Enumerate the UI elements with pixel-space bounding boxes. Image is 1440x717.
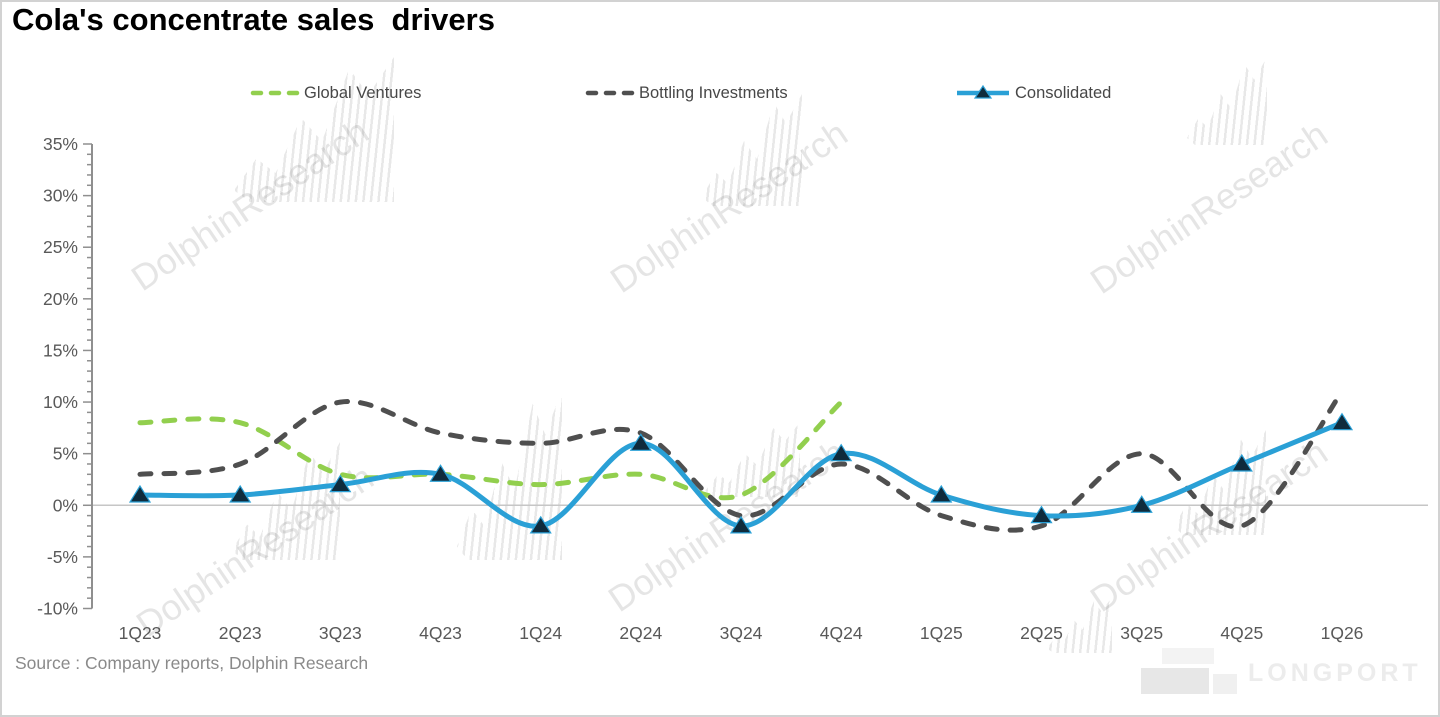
svg-text:1Q25: 1Q25 — [920, 623, 963, 643]
svg-text:35%: 35% — [43, 134, 78, 154]
svg-text:10%: 10% — [43, 392, 78, 412]
legend-item-global-ventures: Global Ventures — [250, 82, 421, 104]
legend-item-bottling-investments: Bottling Investments — [585, 82, 788, 104]
svg-text:5%: 5% — [53, 444, 78, 464]
source-note: Source : Company reports, Dolphin Resear… — [15, 653, 369, 673]
svg-text:20%: 20% — [43, 289, 78, 309]
legend-item-consolidated: Consolidated — [955, 82, 1111, 104]
legend-label: Global Ventures — [304, 83, 422, 102]
svg-text:3Q23: 3Q23 — [319, 623, 362, 643]
svg-text:1Q26: 1Q26 — [1321, 623, 1364, 643]
svg-text:-5%: -5% — [47, 547, 78, 567]
legend-swatch-dashed-icon — [585, 90, 635, 96]
svg-text:2Q25: 2Q25 — [1020, 623, 1063, 643]
svg-text:2Q23: 2Q23 — [219, 623, 262, 643]
svg-text:4Q24: 4Q24 — [820, 623, 863, 643]
longport-logo-text: LONGPORT — [1248, 659, 1422, 687]
svg-text:15%: 15% — [43, 340, 78, 360]
longport-logo-mark-icon — [1141, 668, 1209, 694]
svg-text:3Q25: 3Q25 — [1120, 623, 1163, 643]
legend-label: Consolidated — [1015, 83, 1112, 102]
chart-title: Cola's concentrate sales drivers — [12, 2, 495, 37]
longport-logo-mark-icon — [1162, 648, 1214, 664]
svg-text:3Q24: 3Q24 — [720, 623, 763, 643]
longport-logo-mark-icon — [1213, 674, 1237, 694]
svg-text:1Q23: 1Q23 — [119, 623, 162, 643]
svg-text:0%: 0% — [53, 495, 78, 515]
svg-text:30%: 30% — [43, 186, 78, 206]
legend-swatch-dashed-icon — [250, 90, 300, 96]
svg-text:1Q24: 1Q24 — [519, 623, 562, 643]
legend-label: Bottling Investments — [639, 83, 788, 102]
svg-text:-10%: -10% — [37, 599, 78, 619]
longport-logo: LONGPORT — [1141, 647, 1431, 697]
svg-text:25%: 25% — [43, 237, 78, 257]
legend-swatch-line-triangle-icon — [957, 84, 1009, 99]
svg-text:4Q25: 4Q25 — [1220, 623, 1263, 643]
svg-text:4Q23: 4Q23 — [419, 623, 462, 643]
svg-text:2Q24: 2Q24 — [619, 623, 662, 643]
